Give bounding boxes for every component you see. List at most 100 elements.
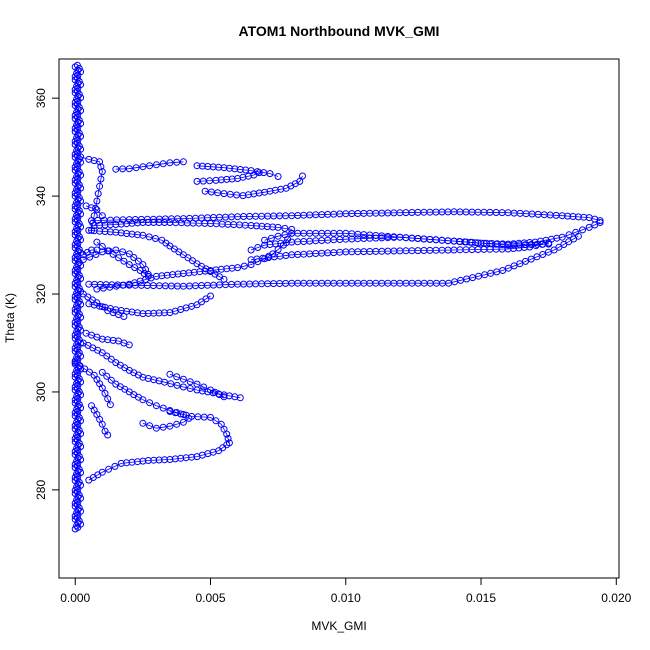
data-point (179, 418, 187, 426)
data-point (139, 419, 147, 427)
data-point (267, 234, 275, 242)
data-point (161, 456, 168, 464)
data-point (224, 435, 232, 442)
data-point (90, 227, 98, 235)
data-point (73, 514, 81, 522)
data-point (144, 219, 152, 226)
data-point (88, 246, 95, 254)
data-point (504, 264, 512, 272)
data-point (520, 239, 528, 247)
data-point (73, 436, 81, 444)
data-point (526, 243, 534, 251)
data-point (152, 424, 160, 432)
data-point (112, 221, 120, 228)
x-tick-label: 0.015 (466, 591, 496, 605)
data-point (284, 235, 292, 243)
data-point (159, 160, 167, 168)
data-point (263, 223, 271, 231)
data-point (139, 231, 147, 239)
data-point (193, 162, 201, 170)
data-point (139, 219, 147, 226)
data-point (146, 422, 154, 430)
data-point (247, 256, 255, 264)
series-line (80, 156, 103, 231)
data-point (152, 161, 160, 169)
data-point (93, 238, 101, 246)
data-point (125, 250, 133, 258)
data-point (101, 228, 109, 235)
data-point (93, 285, 101, 293)
series-line (142, 418, 190, 429)
data-point (73, 100, 81, 108)
data-point (186, 378, 194, 386)
data-point (580, 213, 588, 221)
data-point (73, 449, 81, 457)
data-point (123, 459, 131, 467)
data-point (579, 226, 586, 234)
data-point (261, 236, 269, 244)
data-point (73, 501, 81, 509)
data-point (558, 212, 566, 220)
data-point (73, 178, 81, 186)
data-point (73, 229, 81, 237)
data-point (288, 225, 296, 233)
data-point (139, 310, 147, 318)
data-point (281, 224, 289, 232)
data-point (103, 352, 111, 360)
data-point (173, 373, 181, 381)
data-point (244, 191, 252, 199)
data-point (73, 423, 81, 431)
data-point (93, 197, 101, 205)
data-point (97, 175, 105, 183)
chart-title: ATOM1 Northbound MVK_GMI (239, 23, 440, 39)
data-point (150, 456, 158, 464)
data-point (173, 420, 181, 428)
data-point (207, 413, 214, 421)
data-point (185, 269, 193, 277)
data-point (179, 411, 187, 418)
series-line (205, 175, 303, 197)
data-point (220, 275, 228, 283)
data-point (73, 113, 81, 121)
data-point (93, 246, 101, 254)
data-point (119, 165, 127, 173)
data-point (73, 268, 81, 276)
data-point (585, 223, 593, 231)
data-point (565, 231, 573, 239)
data-point (123, 230, 131, 237)
series-line (88, 230, 225, 280)
data-point (242, 166, 250, 174)
data-point (255, 169, 263, 177)
data-point (115, 254, 122, 262)
series-line (91, 405, 109, 436)
data-point (269, 223, 277, 231)
data-point (169, 271, 177, 279)
y-tick-label: 280 (34, 480, 48, 500)
data-point (247, 222, 255, 229)
data-point (139, 396, 147, 404)
data-point (112, 228, 120, 236)
data-point (119, 281, 127, 289)
data-point (255, 189, 263, 197)
data-point (215, 163, 223, 171)
data-point (220, 164, 228, 172)
data-point (150, 309, 158, 317)
data-point (254, 258, 262, 266)
data-point (107, 355, 115, 363)
data-point (179, 158, 187, 166)
data-point (146, 399, 154, 407)
data-point (522, 257, 529, 265)
data-point (111, 462, 119, 470)
data-point (220, 393, 228, 401)
data-point (179, 383, 187, 391)
data-point (185, 414, 193, 422)
data-point (96, 182, 104, 190)
data-point (152, 235, 159, 242)
data-point (174, 270, 182, 278)
data-point (117, 229, 125, 237)
data-point (134, 219, 141, 227)
data-point (152, 402, 160, 410)
data-point (93, 299, 101, 307)
data-point (134, 309, 141, 317)
data-point (177, 454, 185, 462)
